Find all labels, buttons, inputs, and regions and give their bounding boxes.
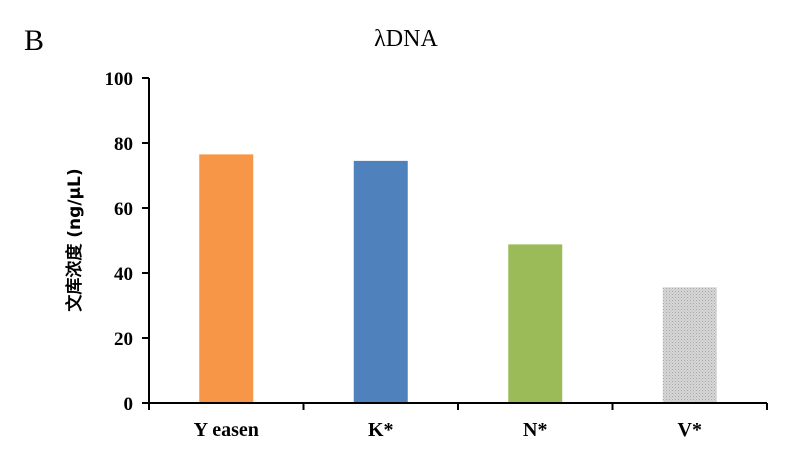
y-tick-label: 100: [105, 69, 134, 90]
bar-2: [508, 244, 563, 403]
y-tick-label: 40: [114, 264, 133, 285]
y-axis-title: 文库浓度 (ng/μL): [64, 168, 85, 311]
x-category-label: V*: [678, 419, 702, 441]
x-axis-ticks: Y easen K* N* V*: [148, 403, 768, 441]
y-tick-label: 80: [114, 134, 133, 155]
y-tick-label: 20: [114, 329, 133, 350]
x-category-label: K*: [368, 419, 394, 441]
panel-label: B: [24, 24, 44, 57]
bar-0: [199, 154, 254, 403]
chart-title: λDNA: [374, 26, 438, 52]
y-axis-ticks: 0 20 40 60 80 100: [105, 69, 149, 415]
bar-1: [353, 160, 408, 403]
y-tick-label: 0: [124, 394, 134, 415]
x-category-label: N*: [523, 419, 547, 441]
x-category-label: Y easen: [194, 419, 259, 441]
bars-group: [199, 154, 717, 403]
bar-3: [662, 287, 717, 403]
y-tick-label: 60: [114, 199, 133, 220]
